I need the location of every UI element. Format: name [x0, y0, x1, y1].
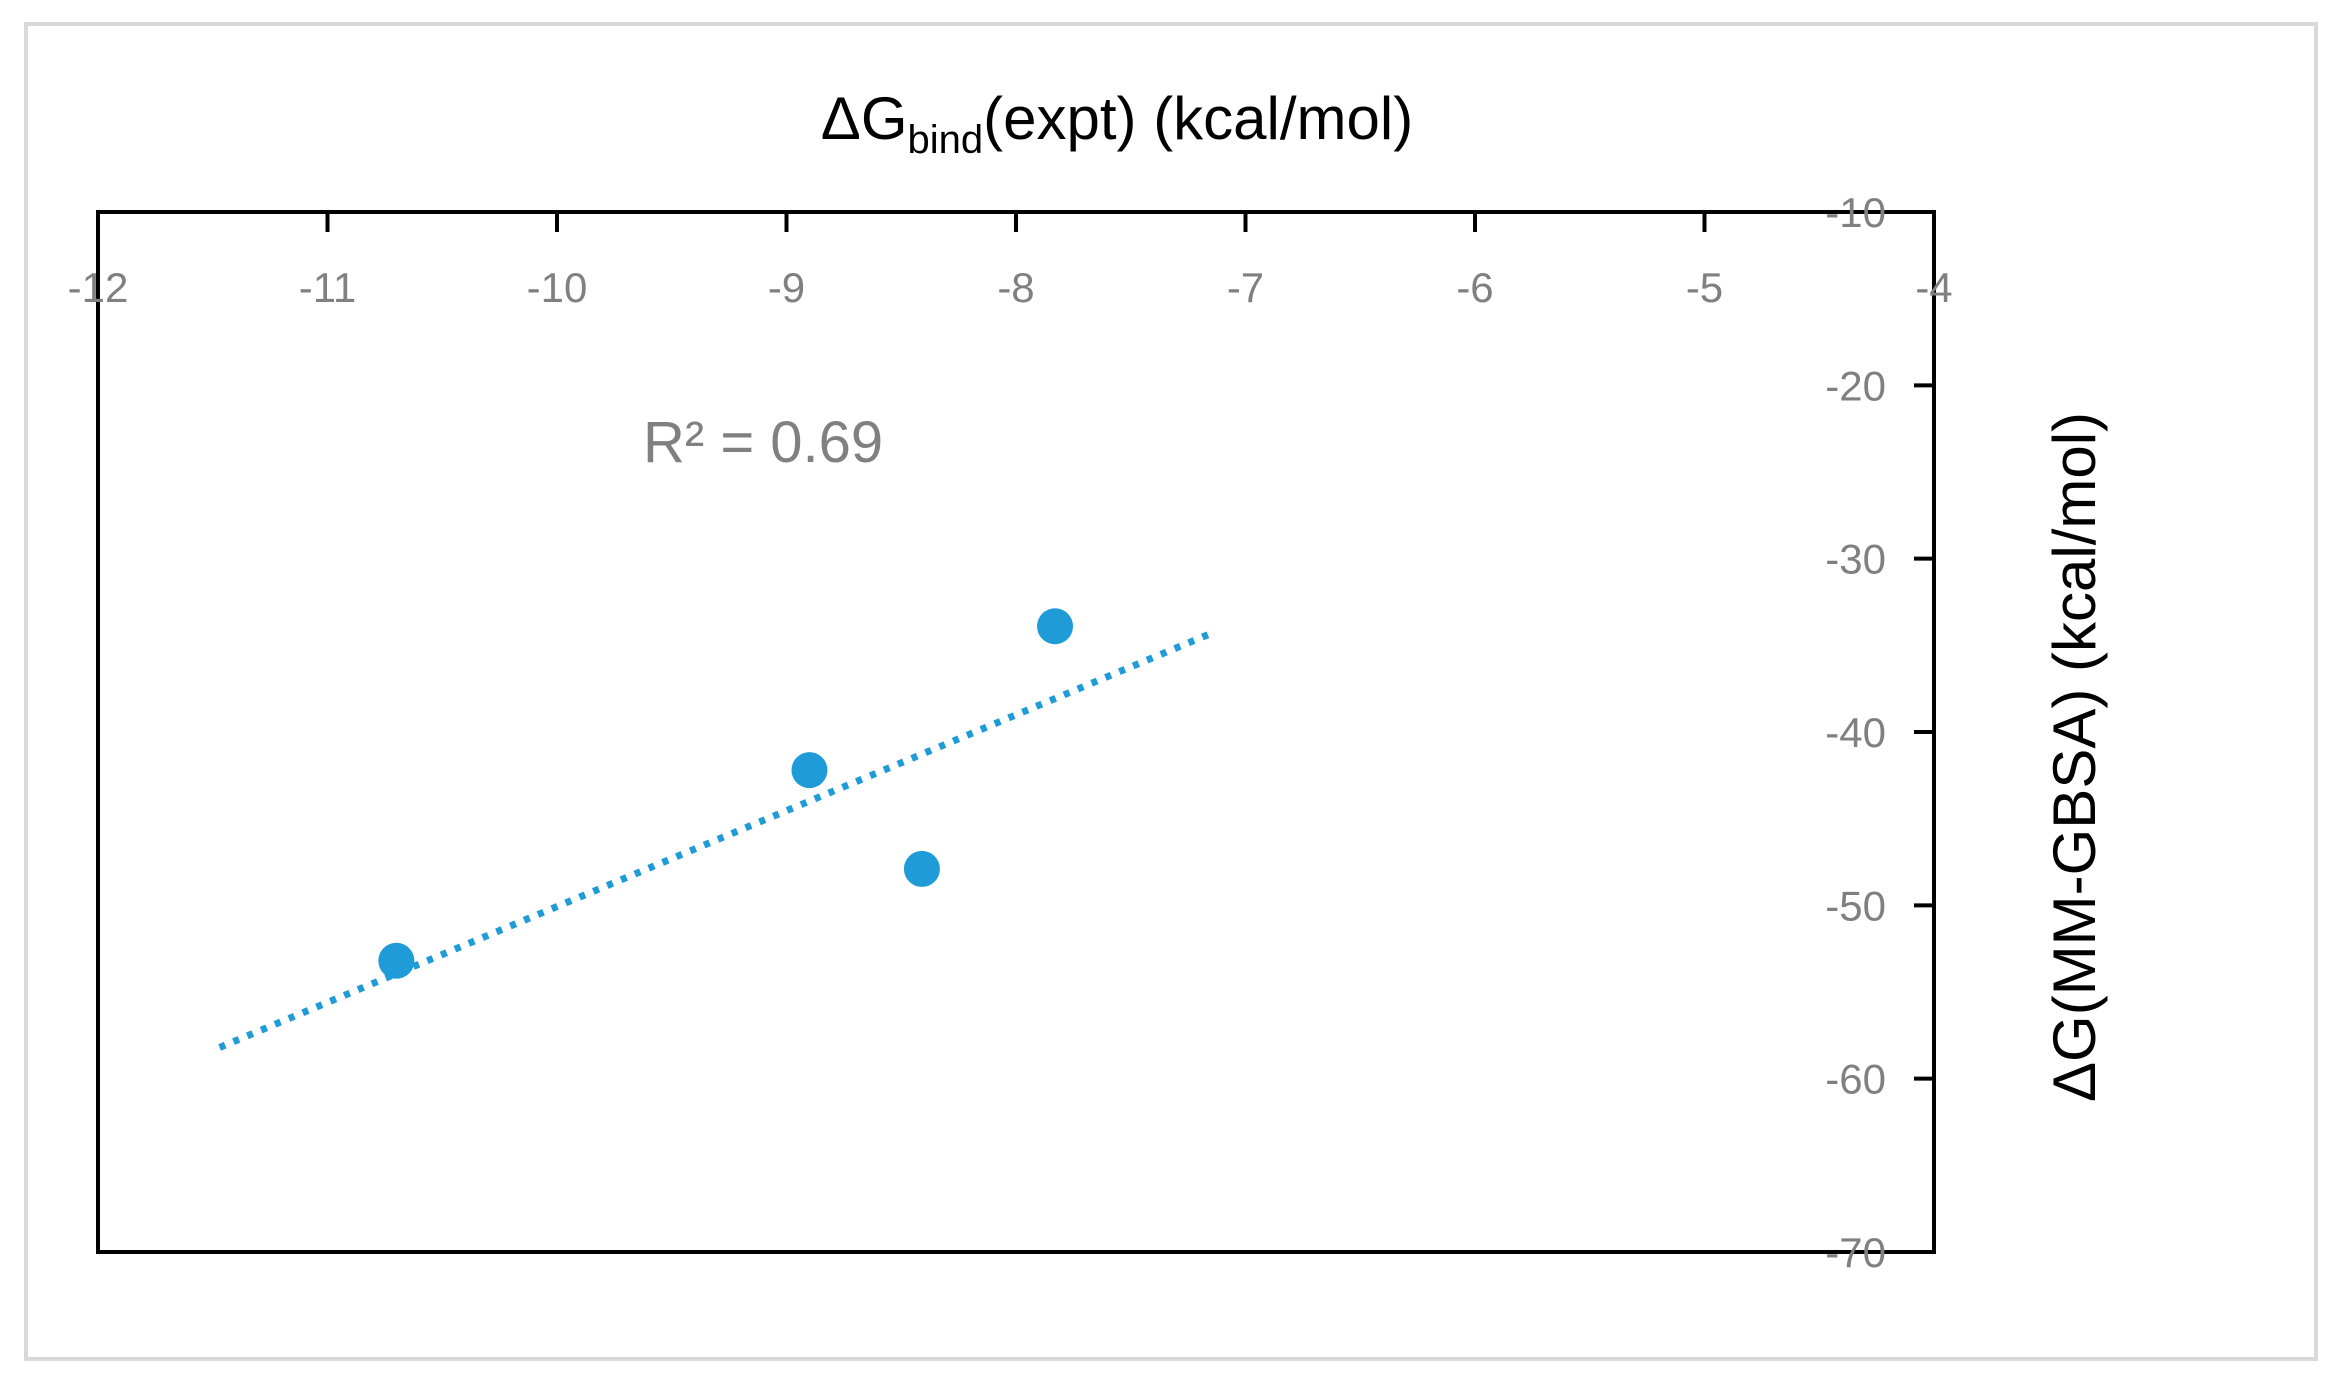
x-tick-label: -10	[527, 264, 588, 311]
data-point	[791, 752, 828, 789]
y-tick-label: -40	[1825, 709, 1886, 756]
y-tick-label: -30	[1825, 536, 1886, 583]
x-tick-label: -11	[299, 264, 357, 311]
x-axis-ticks	[96, 212, 1936, 232]
x-tick-label: -4	[1915, 264, 1952, 311]
x-tick-label: -9	[768, 264, 805, 311]
data-point	[378, 942, 415, 979]
y-axis-ticks	[1914, 210, 1934, 1254]
y-tick-label: -20	[1825, 362, 1886, 409]
x-axis-title: ΔGbind(expt) (kcal/mol)	[821, 85, 1413, 162]
x-tick-label: -8	[997, 264, 1034, 311]
x-tick-label: -6	[1456, 264, 1493, 311]
data-point	[1037, 608, 1074, 645]
x-axis-tick-labels: -12 -11 -10 -9 -8 -7 -6 -5 -4	[68, 264, 1953, 311]
data-point	[903, 850, 940, 887]
y-axis-title: ΔG(MM-GBSA) (kcal/mol)	[2041, 412, 2108, 1102]
y-tick-label: -60	[1825, 1056, 1886, 1103]
data-points	[378, 608, 1074, 979]
x-tick-label: -12	[68, 264, 129, 311]
x-tick-label: -5	[1686, 264, 1723, 311]
y-tick-label: -10	[1825, 189, 1886, 236]
x-axis-title-subscript: bind	[908, 118, 984, 162]
outer-frame	[24, 22, 2318, 1361]
x-axis-title-main: ΔG	[821, 85, 908, 152]
y-tick-label: -50	[1825, 882, 1886, 929]
r-squared-annotation: R² = 0.69	[643, 410, 883, 475]
y-axis-tick-labels: -10 -20 -30 -40 -50 -60 -70	[1825, 189, 1886, 1276]
x-axis-title-rest: (expt) (kcal/mol)	[983, 85, 1413, 152]
x-tick-label: -7	[1227, 264, 1264, 311]
y-tick-label: -70	[1825, 1229, 1886, 1276]
